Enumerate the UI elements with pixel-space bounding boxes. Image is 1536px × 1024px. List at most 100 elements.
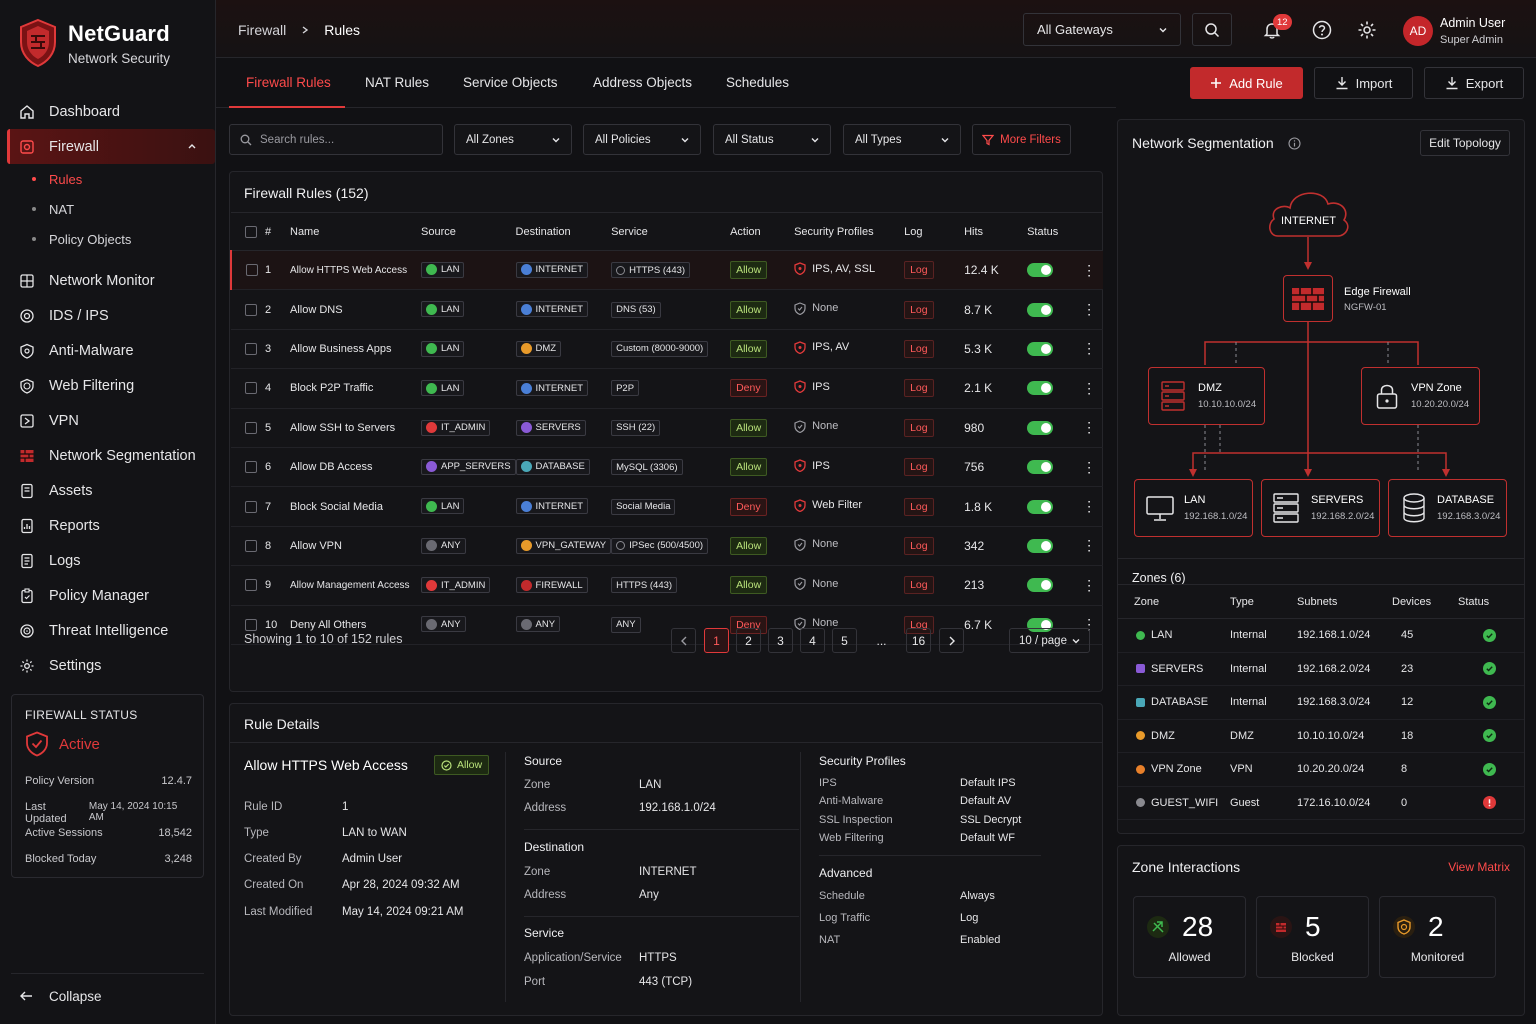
status-toggle[interactable] xyxy=(1027,420,1054,435)
breadcrumb-item[interactable]: Firewall xyxy=(238,22,287,38)
types-filter[interactable]: All Types xyxy=(843,124,961,155)
status-filter[interactable]: All Status xyxy=(713,124,831,155)
view-matrix-link[interactable]: View Matrix xyxy=(1448,860,1510,874)
destination-chip[interactable]: INTERNET xyxy=(515,261,589,278)
help-button[interactable] xyxy=(1310,18,1334,42)
edit-topology-button[interactable]: Edit Topology xyxy=(1420,130,1510,156)
page-button[interactable]: 16 xyxy=(906,628,931,653)
service-chip[interactable]: P2P xyxy=(611,380,640,397)
table-row[interactable]: 1 Allow HTTPS Web Access LAN INTERNET HTTPS … xyxy=(230,250,1103,291)
zone-row[interactable]: SERVERS Internal 192.168.2.0/24 23 xyxy=(1118,652,1524,686)
more-options-icon[interactable]: ⋮ xyxy=(1082,419,1097,436)
collapse-button[interactable]: Collapse xyxy=(18,988,102,1004)
page-button[interactable]: 3 xyxy=(768,628,793,653)
status-toggle[interactable] xyxy=(1027,460,1054,475)
sidebar-item-settings[interactable]: Settings xyxy=(0,648,216,683)
rule-name[interactable]: Allow VPN xyxy=(290,526,421,567)
rule-name[interactable]: Allow DB Access xyxy=(290,447,421,488)
table-row[interactable]: 2 Allow DNS LAN INTERNET DNS (53) Allow None Lo… xyxy=(231,289,1103,330)
row-checkbox[interactable] xyxy=(245,579,257,592)
zone-row[interactable]: LAN Internal 192.168.1.0/24 45 xyxy=(1118,618,1524,653)
row-checkbox[interactable] xyxy=(245,500,257,513)
sidebar-item-network-segmentation[interactable]: Network Segmentation xyxy=(0,438,216,473)
zone-row[interactable]: GUEST_WIFI Guest 172.16.10.0/24 0 xyxy=(1118,786,1524,820)
next-page-button[interactable] xyxy=(939,628,964,653)
tab-address-objects[interactable]: Address Objects xyxy=(593,75,693,90)
more-options-icon[interactable]: ⋮ xyxy=(1082,537,1097,554)
service-chip[interactable]: DNS (53) xyxy=(611,301,661,318)
sidebar-item-logs[interactable]: Logs xyxy=(0,543,216,578)
page-button[interactable]: 2 xyxy=(736,628,761,653)
status-toggle[interactable] xyxy=(1027,381,1054,396)
service-chip[interactable]: HTTPS (443) xyxy=(611,577,678,594)
source-chip[interactable]: LAN xyxy=(421,498,465,515)
col-security-profiles[interactable]: Security Profiles xyxy=(794,212,905,251)
page-button[interactable]: 4 xyxy=(800,628,825,653)
row-checkbox[interactable] xyxy=(245,343,257,356)
status-toggle[interactable] xyxy=(1027,341,1054,356)
avatar[interactable]: AD xyxy=(1403,16,1433,46)
rule-name[interactable]: Allow Management Access xyxy=(290,565,421,606)
more-options-icon[interactable]: ⋮ xyxy=(1082,458,1097,475)
service-chip[interactable]: Custom (8000-9000) xyxy=(611,340,709,357)
more-options-icon[interactable]: ⋮ xyxy=(1082,379,1097,396)
policies-filter[interactable]: All Policies xyxy=(583,124,701,155)
user-menu[interactable]: Admin User Super Admin xyxy=(1440,16,1505,46)
service-chip[interactable]: HTTPS (443) xyxy=(611,262,691,279)
table-row[interactable]: 9 Allow Management Access IT_ADMIN FIREWALL… xyxy=(231,565,1103,606)
select-all-checkbox[interactable] xyxy=(245,225,257,238)
page-button[interactable]: 1 xyxy=(704,628,729,653)
col-status[interactable]: Status xyxy=(1027,212,1083,251)
tab-nat-rules[interactable]: NAT Rules xyxy=(365,75,430,90)
source-chip[interactable]: ANY xyxy=(421,537,466,554)
sidebar-subitem-rules[interactable]: Rules xyxy=(0,164,216,194)
more-options-icon[interactable]: ⋮ xyxy=(1082,301,1097,318)
search-input[interactable] xyxy=(260,133,430,146)
col-source[interactable]: Source xyxy=(421,212,516,251)
col-number[interactable]: # xyxy=(265,212,290,251)
info-icon[interactable] xyxy=(1288,136,1301,150)
row-checkbox[interactable] xyxy=(246,264,258,277)
service-chip[interactable]: SSH (22) xyxy=(611,419,661,436)
table-row[interactable]: 10 Deny All Others ANY ANY ANY Deny None Log 6.7… xyxy=(231,605,1103,645)
col-service[interactable]: Service xyxy=(611,212,731,251)
rule-name[interactable]: Allow DNS xyxy=(290,289,421,330)
row-checkbox[interactable] xyxy=(245,618,257,631)
table-row[interactable]: 7 Block Social Media LAN INTERNET Social Med… xyxy=(231,486,1103,527)
sidebar-item-policy-manager[interactable]: Policy Manager xyxy=(0,578,216,613)
sidebar-item-ids-ips[interactable]: IDS / IPS xyxy=(0,298,216,333)
more-options-icon[interactable]: ⋮ xyxy=(1082,340,1097,357)
sidebar-item-threat-intelligence[interactable]: Threat Intelligence xyxy=(0,613,216,648)
allowed-card[interactable]: 28 Allowed xyxy=(1133,896,1246,978)
source-chip[interactable]: IT_ADMIN xyxy=(421,419,491,436)
destination-chip[interactable]: INTERNET xyxy=(515,380,589,397)
tab-schedules[interactable]: Schedules xyxy=(726,75,790,90)
dmz-node[interactable]: DMZ 10.10.10.0/24 xyxy=(1148,367,1265,425)
destination-chip[interactable]: VPN_GATEWAY xyxy=(515,537,612,554)
sidebar-item-firewall[interactable]: Firewall xyxy=(7,129,215,164)
row-checkbox[interactable] xyxy=(245,461,257,474)
blocked-card[interactable]: 5 Blocked xyxy=(1256,896,1369,978)
service-chip[interactable]: IPSec (500/4500) xyxy=(611,537,709,554)
source-chip[interactable]: IT_ADMIN xyxy=(421,577,491,594)
service-chip[interactable]: ANY xyxy=(611,616,641,633)
col-destination[interactable]: Destination xyxy=(515,212,612,251)
row-checkbox[interactable] xyxy=(245,421,257,434)
page-button[interactable]: 5 xyxy=(832,628,857,653)
export-button[interactable]: Export xyxy=(1424,67,1524,99)
sidebar-item-anti-malware[interactable]: Anti-Malware xyxy=(0,333,216,368)
col-hits[interactable]: Hits xyxy=(964,212,1028,251)
status-toggle[interactable] xyxy=(1027,578,1054,593)
col-name[interactable]: Name xyxy=(290,212,421,251)
destination-chip[interactable]: DATABASE xyxy=(515,458,590,475)
destination-chip[interactable]: INTERNET xyxy=(515,498,589,515)
source-chip[interactable]: ANY xyxy=(421,616,466,633)
destination-chip[interactable]: FIREWALL xyxy=(515,577,588,594)
col-action[interactable]: Action xyxy=(730,212,795,251)
status-toggle[interactable] xyxy=(1027,263,1054,278)
service-chip[interactable]: MySQL (3306) xyxy=(611,459,683,476)
sidebar-item-dashboard[interactable]: Dashboard xyxy=(0,94,216,129)
source-chip[interactable]: LAN xyxy=(421,261,465,278)
edge-firewall-node[interactable] xyxy=(1283,275,1333,322)
monitored-card[interactable]: 2 Monitored xyxy=(1379,896,1496,978)
